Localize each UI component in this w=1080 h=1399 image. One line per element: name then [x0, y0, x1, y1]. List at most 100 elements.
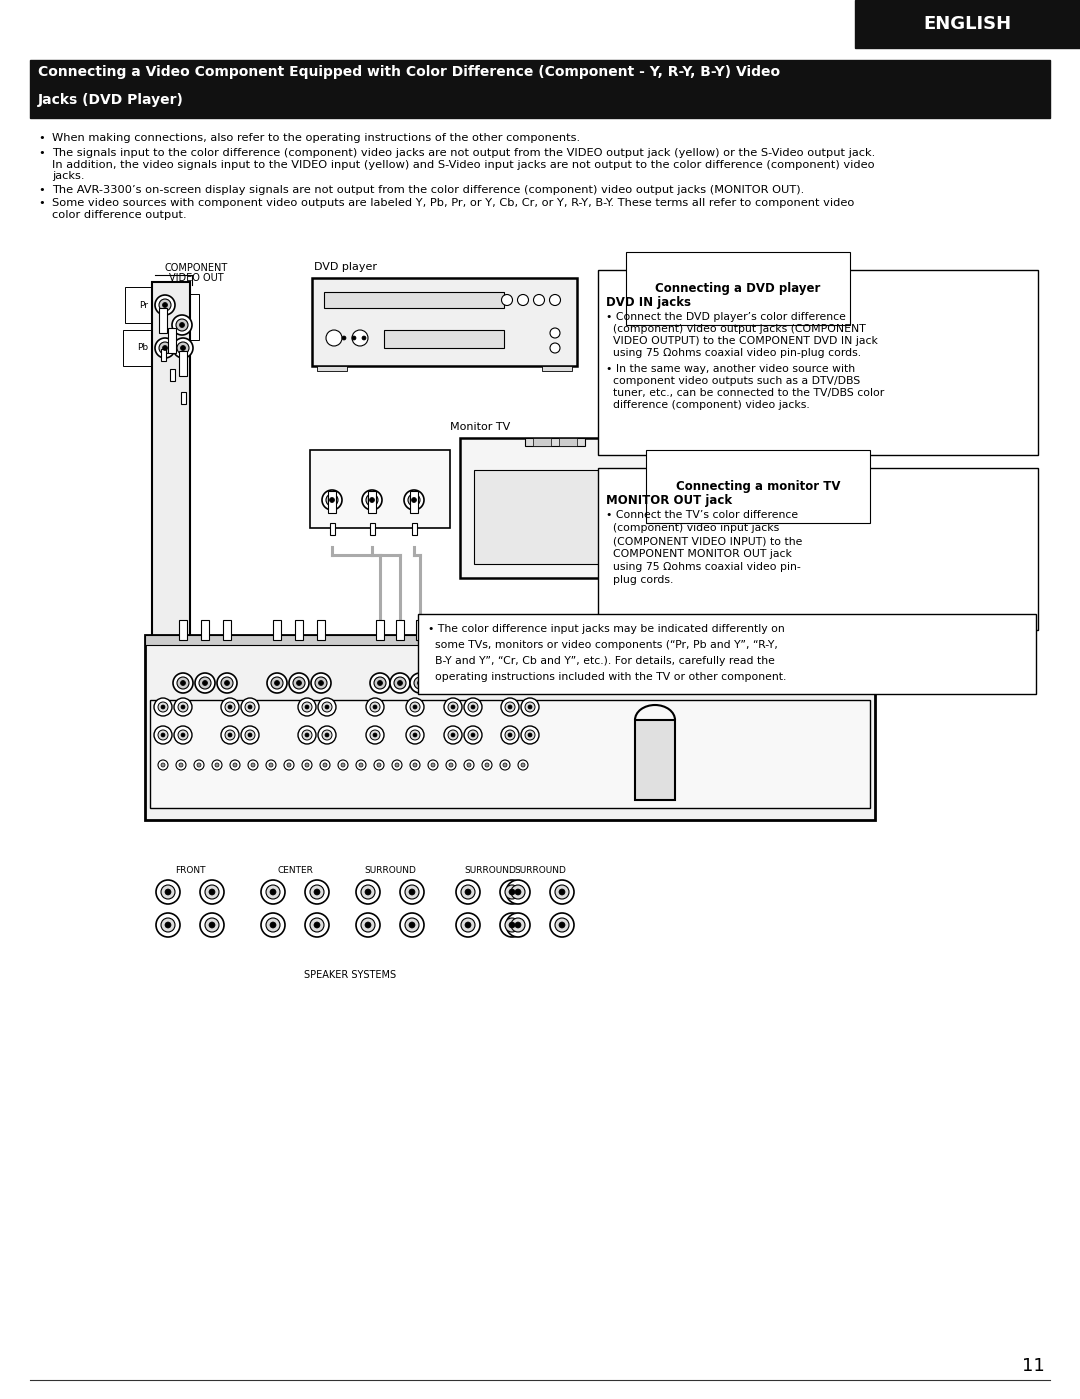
- Text: Jacks (DVD Player): Jacks (DVD Player): [38, 92, 184, 106]
- Circle shape: [518, 760, 528, 769]
- Circle shape: [180, 346, 186, 351]
- Circle shape: [366, 698, 384, 716]
- Text: Connecting a monitor TV: Connecting a monitor TV: [676, 480, 840, 492]
- Circle shape: [559, 922, 565, 928]
- Circle shape: [366, 494, 378, 506]
- Circle shape: [413, 762, 417, 767]
- Text: FRONT: FRONT: [159, 693, 187, 702]
- Circle shape: [507, 880, 530, 904]
- Circle shape: [221, 698, 239, 716]
- Text: MONITOR OUT jack: MONITOR OUT jack: [606, 494, 732, 506]
- Text: SUB: SUB: [273, 739, 287, 746]
- Bar: [635, 720, 675, 800]
- Circle shape: [410, 730, 420, 740]
- Circle shape: [464, 726, 482, 744]
- Circle shape: [179, 762, 183, 767]
- Circle shape: [158, 702, 168, 712]
- Bar: [384, 330, 504, 348]
- Circle shape: [449, 762, 453, 767]
- Text: SPEAKER SYSTEMS: SPEAKER SYSTEMS: [303, 970, 396, 981]
- Text: CENTER: CENTER: [224, 693, 257, 702]
- Circle shape: [550, 327, 561, 339]
- Circle shape: [369, 498, 375, 502]
- Circle shape: [507, 914, 530, 937]
- Circle shape: [410, 702, 420, 712]
- Circle shape: [500, 880, 524, 904]
- Circle shape: [269, 762, 273, 767]
- Bar: [396, 620, 404, 639]
- Circle shape: [261, 880, 285, 904]
- Circle shape: [305, 762, 309, 767]
- Circle shape: [200, 880, 224, 904]
- Circle shape: [413, 705, 417, 709]
- Circle shape: [178, 702, 188, 712]
- Circle shape: [159, 341, 171, 354]
- Bar: [474, 470, 636, 564]
- Text: SURROUND: SURROUND: [205, 739, 245, 746]
- Circle shape: [456, 880, 480, 904]
- Circle shape: [461, 886, 475, 900]
- Circle shape: [446, 760, 456, 769]
- Circle shape: [413, 733, 417, 737]
- Circle shape: [322, 490, 342, 511]
- Text: COMPONENT MONITOR OUT jack: COMPONENT MONITOR OUT jack: [606, 548, 792, 560]
- Circle shape: [314, 888, 320, 895]
- Circle shape: [361, 886, 375, 900]
- Bar: [310, 450, 450, 527]
- Text: VIDEO IN: VIDEO IN: [360, 467, 401, 476]
- Text: VIDEO OUTPUT) to the COMPONENT DVD IN jack: VIDEO OUTPUT) to the COMPONENT DVD IN ja…: [606, 336, 878, 346]
- Text: • Connect the TV’s color difference: • Connect the TV’s color difference: [606, 511, 798, 520]
- Circle shape: [302, 702, 312, 712]
- Circle shape: [366, 726, 384, 744]
- Circle shape: [215, 762, 219, 767]
- Text: COMPONENT: COMPONENT: [351, 457, 409, 467]
- Circle shape: [342, 336, 346, 340]
- Bar: [411, 523, 417, 534]
- Text: VIDEO OUT: VIDEO OUT: [168, 273, 224, 283]
- Text: DENON: DENON: [334, 288, 365, 297]
- Bar: [295, 620, 303, 639]
- Circle shape: [356, 880, 380, 904]
- Circle shape: [212, 760, 222, 769]
- Text: Cr: Cr: [316, 701, 325, 711]
- Text: component video outputs such as a DTV/DBS: component video outputs such as a DTV/DB…: [606, 376, 861, 386]
- Text: DVD IN jacks: DVD IN jacks: [606, 297, 691, 309]
- Circle shape: [305, 880, 329, 904]
- Text: •: •: [38, 199, 44, 208]
- Text: ENGLISH: ENGLISH: [923, 15, 1011, 34]
- Circle shape: [266, 760, 276, 769]
- Text: SURROUND: SURROUND: [293, 693, 341, 702]
- Circle shape: [293, 677, 305, 688]
- Circle shape: [194, 760, 204, 769]
- Circle shape: [270, 888, 276, 895]
- Circle shape: [217, 673, 237, 693]
- Bar: [598, 270, 1038, 455]
- Circle shape: [501, 295, 513, 305]
- Bar: [559, 438, 577, 446]
- Circle shape: [266, 918, 280, 932]
- Circle shape: [305, 733, 309, 737]
- Circle shape: [534, 295, 544, 305]
- Text: DVD: DVD: [201, 713, 219, 722]
- Text: (component) video input jacks: (component) video input jacks: [606, 523, 780, 533]
- Circle shape: [326, 330, 342, 346]
- Text: some TVs, monitors or video components (“Pr, Pb and Y”, “R-Y,: some TVs, monitors or video components (…: [428, 639, 778, 651]
- Circle shape: [505, 886, 519, 900]
- Bar: [152, 283, 190, 639]
- Text: COMPONENT VIDEO: COMPONENT VIDEO: [249, 658, 350, 666]
- Circle shape: [550, 295, 561, 305]
- Text: color difference output.: color difference output.: [52, 210, 187, 220]
- Circle shape: [297, 680, 301, 686]
- Text: Cr: Cr: [222, 701, 231, 711]
- Circle shape: [461, 918, 475, 932]
- Circle shape: [199, 677, 211, 688]
- Bar: [542, 367, 572, 371]
- Circle shape: [352, 330, 368, 346]
- Circle shape: [467, 762, 471, 767]
- Bar: [201, 620, 210, 639]
- Circle shape: [162, 302, 167, 308]
- Circle shape: [310, 886, 324, 900]
- Circle shape: [428, 760, 438, 769]
- Circle shape: [352, 336, 356, 340]
- Circle shape: [179, 323, 185, 327]
